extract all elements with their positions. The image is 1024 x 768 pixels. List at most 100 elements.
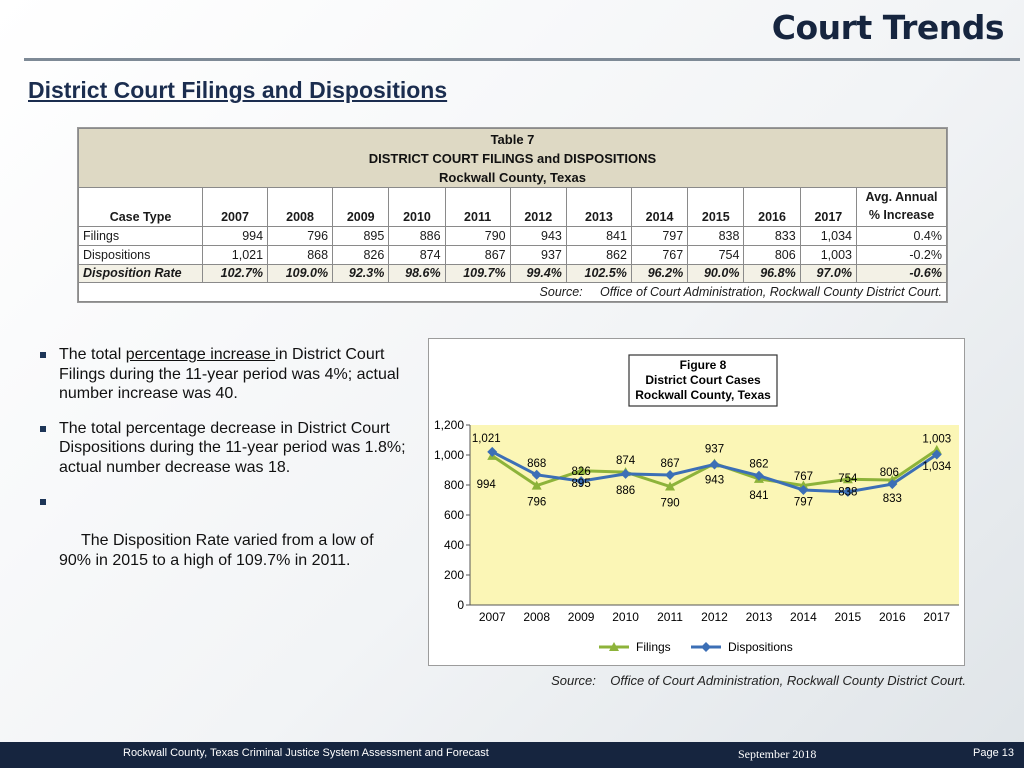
data-point bbox=[931, 449, 942, 460]
column-header: 2016 bbox=[743, 187, 801, 227]
x-tick-label: 2007 bbox=[479, 610, 506, 624]
data-point bbox=[798, 484, 809, 495]
table-cell: 826 bbox=[332, 244, 390, 265]
x-tick-label: 2015 bbox=[835, 610, 862, 624]
data-label: 895 bbox=[572, 478, 591, 490]
column-header: 2012 bbox=[509, 187, 567, 227]
avg-header-line: % Increase bbox=[868, 208, 935, 222]
legend-marker bbox=[609, 642, 619, 651]
x-tick-label: 2011 bbox=[657, 610, 683, 624]
table-cell: 96.2% bbox=[630, 263, 689, 284]
table-cell: 90.0% bbox=[687, 263, 745, 284]
data-point bbox=[620, 468, 631, 479]
title-divider bbox=[24, 58, 1020, 61]
data-point bbox=[531, 480, 542, 490]
bullet-item: The total percentage decrease in Distric… bbox=[36, 419, 408, 478]
table-cell: 797 bbox=[630, 226, 689, 246]
table-cell: 943 bbox=[509, 226, 567, 246]
data-point bbox=[842, 486, 853, 497]
row-label: Disposition Rate bbox=[78, 263, 203, 284]
table-row: Disposition Rate 102.7% 109.0% 92.3% 98.… bbox=[78, 263, 947, 284]
table-cell: 886 bbox=[388, 226, 446, 246]
data-label: 767 bbox=[794, 471, 813, 483]
table-cell: 109.0% bbox=[267, 263, 334, 284]
table-cell: 841 bbox=[565, 226, 632, 246]
table-cell: 790 bbox=[444, 226, 511, 246]
table-cell: 874 bbox=[388, 244, 446, 265]
table-header-row: Case Type 2007 2008 2009 2010 2011 2012 … bbox=[78, 187, 947, 227]
x-tick-label: 2010 bbox=[612, 610, 639, 624]
legend-label-dispositions: Dispositions bbox=[728, 640, 793, 654]
table-title: Table 7 DISTRICT COURT FILINGS and DISPO… bbox=[78, 128, 947, 188]
table-cell: 862 bbox=[565, 244, 632, 265]
bullet-item: The Disposition Rate varied from a low o… bbox=[36, 492, 408, 590]
bullet-square-icon bbox=[40, 352, 46, 358]
bullet-item: The total percentage increase in Distric… bbox=[36, 345, 408, 404]
footer-report-title: Rockwall County, Texas Criminal Justice … bbox=[123, 747, 489, 759]
data-point bbox=[576, 465, 587, 475]
data-point bbox=[709, 459, 720, 470]
column-header: 2015 bbox=[687, 187, 745, 227]
data-point bbox=[665, 481, 676, 491]
table-cell: -0.2% bbox=[856, 244, 947, 265]
y-tick-label: 0 bbox=[457, 598, 464, 612]
table-cell: 767 bbox=[630, 244, 689, 265]
bullet-text: The total percentage decrease in Distric… bbox=[59, 419, 406, 476]
table-cell: 838 bbox=[687, 226, 745, 246]
chart-subtitle: District Court Cases bbox=[645, 373, 761, 387]
table-cell: 97.0% bbox=[799, 263, 858, 284]
data-label: 796 bbox=[527, 497, 546, 509]
x-tick-label: 2017 bbox=[923, 610, 950, 624]
footer-date: September 2018 bbox=[738, 747, 817, 761]
bullet-underlined-text: percentage increase bbox=[125, 346, 276, 363]
chart-title: Figure 8 bbox=[680, 358, 727, 372]
column-header: 2014 bbox=[630, 187, 689, 227]
data-label: 838 bbox=[838, 486, 857, 498]
data-point bbox=[576, 476, 587, 487]
table-row: Dispositions 1,021 868 826 874 867 937 8… bbox=[78, 244, 947, 265]
data-point bbox=[887, 479, 898, 490]
x-tick-label: 2016 bbox=[879, 610, 906, 624]
column-header: 2010 bbox=[388, 187, 446, 227]
table-cell: 109.7% bbox=[444, 263, 511, 284]
table-cell: 1,021 bbox=[201, 244, 269, 265]
table-cell: 796 bbox=[267, 226, 334, 246]
y-tick-label: 1,000 bbox=[434, 448, 464, 462]
bullet-square-icon bbox=[40, 499, 46, 505]
data-point bbox=[798, 480, 809, 490]
data-point bbox=[665, 469, 676, 480]
table-cell: 833 bbox=[743, 226, 801, 246]
table-title-line: Table 7 bbox=[490, 131, 535, 147]
x-tick-label: 2013 bbox=[746, 610, 773, 624]
legend-label-filings: Filings bbox=[636, 640, 671, 654]
bullet-square-icon bbox=[40, 425, 46, 432]
data-label: 826 bbox=[572, 466, 591, 478]
table-cell: 102.7% bbox=[201, 263, 269, 284]
data-label: 806 bbox=[880, 467, 899, 479]
data-label: 797 bbox=[794, 496, 813, 508]
chart-source: Source: Office of Court Administration, … bbox=[551, 673, 966, 688]
table-cell: 98.6% bbox=[388, 263, 446, 284]
table-cell: 102.5% bbox=[565, 263, 632, 284]
table-cell: 96.8% bbox=[743, 263, 801, 284]
data-label: 994 bbox=[477, 479, 497, 491]
table-cell: 1,034 bbox=[799, 226, 858, 246]
table-cell: 937 bbox=[509, 244, 567, 265]
data-label: 874 bbox=[616, 455, 636, 467]
data-label: 867 bbox=[660, 458, 679, 470]
chart-title-box bbox=[628, 354, 778, 407]
bullet-text: The total bbox=[59, 346, 126, 363]
column-header: 2011 bbox=[444, 187, 511, 227]
legend-marker bbox=[701, 642, 711, 652]
table-row: Filings 994 796 895 886 790 943 841 797 … bbox=[78, 226, 947, 246]
table-title-line: DISTRICT COURT FILINGS and DISPOSITIONS bbox=[368, 150, 657, 166]
x-tick-label: 2008 bbox=[523, 610, 550, 624]
avg-header-line: Avg. Annual bbox=[865, 190, 938, 204]
bullet-list: The total percentage increase in Distric… bbox=[36, 345, 408, 605]
table-cell: 895 bbox=[332, 226, 390, 246]
column-header: 2009 bbox=[332, 187, 390, 227]
table-cell: 92.3% bbox=[332, 263, 390, 284]
table-cell: 754 bbox=[687, 244, 745, 265]
footer-page-number: Page 13 bbox=[973, 747, 1014, 759]
